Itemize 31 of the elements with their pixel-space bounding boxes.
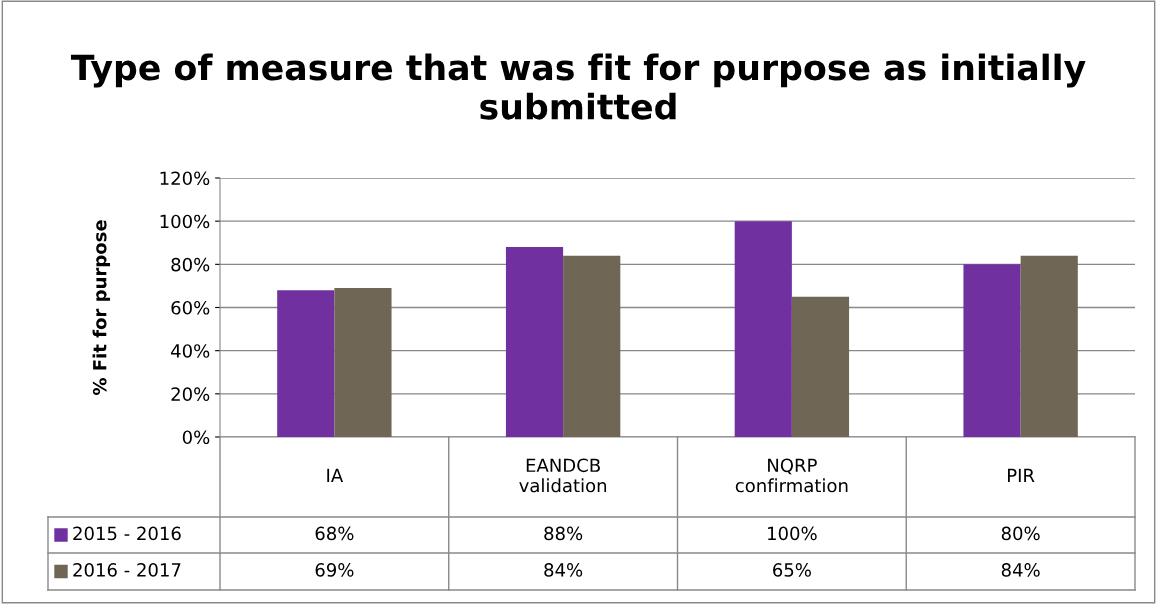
legend-label: 2015 - 2016	[73, 526, 181, 541]
y-tick-label: 80%	[171, 257, 210, 272]
bar	[505, 247, 564, 437]
y-tick-label: 100%	[160, 214, 210, 229]
bar	[334, 288, 392, 437]
x-tick-label: IA	[327, 468, 344, 482]
data-label: 69%	[315, 563, 354, 577]
y-tick-label: 120%	[160, 171, 210, 186]
data-label: 65%	[773, 563, 811, 577]
y-tick-label: 20%	[171, 387, 210, 401]
data-label: 80%	[1001, 526, 1040, 541]
x-tick-label: EANDCB validation	[519, 458, 607, 493]
data-label: 88%	[544, 526, 583, 541]
y-tick-label: 0%	[182, 430, 210, 445]
bar	[963, 264, 1021, 437]
y-axis-title: % Fit for purpose	[92, 220, 111, 396]
data-label: 100%	[768, 526, 817, 541]
y-tick-label: 60%	[171, 300, 210, 315]
legend-label: 2016 - 2017	[73, 563, 181, 577]
bar	[734, 221, 792, 437]
chart-title: Type of measure that was fit for purpose as initially submitted	[70, 53, 1086, 120]
data-label: 84%	[544, 563, 583, 577]
data-label: 84%	[1001, 563, 1040, 577]
y-tick-label: 40%	[171, 344, 210, 358]
bar	[791, 296, 850, 437]
bar	[563, 255, 621, 437]
data-label: 68%	[315, 526, 354, 541]
bar	[277, 290, 335, 437]
x-tick-label: PIR	[1008, 468, 1035, 482]
x-tick-label: NQRP confirmation	[735, 458, 848, 493]
bar	[1020, 255, 1078, 437]
